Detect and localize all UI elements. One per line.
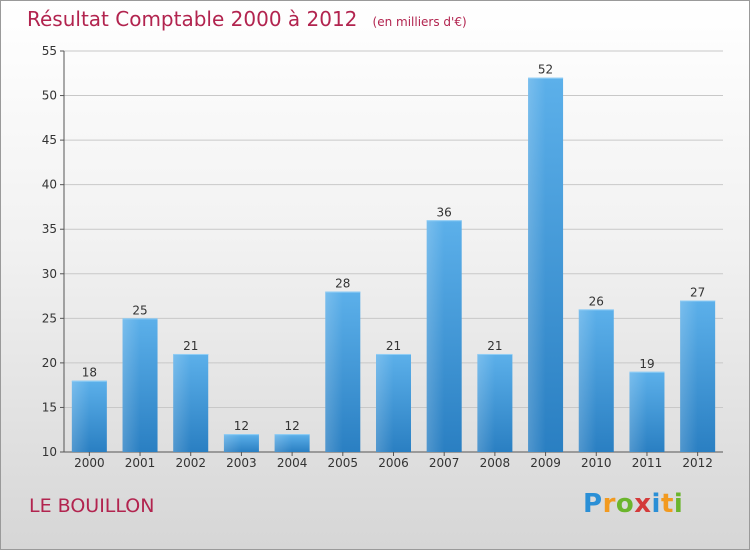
bar-highlight (274, 434, 293, 452)
proxiti-logo[interactable]: Proxiti (583, 489, 683, 519)
x-tick-label: 2008 (480, 456, 511, 470)
data-label: 25 (132, 303, 147, 317)
logo-letter: P (583, 489, 603, 519)
logo-letter: i (673, 489, 684, 519)
y-tick-label: 55 (42, 44, 57, 58)
bar-highlight (71, 380, 90, 452)
bar-highlight (680, 300, 698, 452)
data-label: 36 (437, 205, 452, 219)
chart-subtitle: (en milliers d'€) (372, 15, 467, 29)
x-tick-label: 2007 (429, 456, 460, 470)
y-tick-label: 30 (42, 267, 57, 281)
bar-highlight (629, 371, 647, 452)
bar-highlight (528, 77, 546, 452)
x-tick-label: 2009 (530, 456, 561, 470)
x-tick-label: 2010 (581, 456, 612, 470)
bar-highlight (426, 220, 445, 452)
x-tick-labels: 2000 2001 2002 2003 2004 2005 2006 2007 2008 2009… (74, 456, 713, 470)
bar-highlight (173, 353, 191, 452)
logo-letter: i (651, 489, 661, 519)
x-tick-label: 2003 (226, 456, 257, 470)
bar-highlight (578, 309, 597, 452)
x-tick-label: 2000 (74, 456, 105, 470)
data-label: 18 (82, 366, 97, 380)
x-tick-label: 2001 (125, 456, 156, 470)
chart-title: Résultat Comptable 2000 à 2012 (27, 7, 358, 31)
y-tick-label: 20 (42, 356, 57, 370)
x-tick-label: 2011 (632, 456, 663, 470)
bar-highlight (122, 318, 141, 452)
bar-highlight (376, 353, 394, 452)
data-label: 27 (690, 286, 705, 300)
y-tick-label: 45 (42, 133, 57, 147)
data-label: 21 (183, 339, 198, 353)
data-labels: 18 25 21 12 12 28 21 36 21 52 26 19 27 (82, 63, 706, 433)
y-tick-label: 40 (42, 178, 57, 192)
data-label: 12 (234, 419, 249, 433)
data-label: 52 (538, 63, 553, 77)
data-label: 21 (386, 339, 401, 353)
x-tick-label: 2006 (378, 456, 409, 470)
data-label: 19 (639, 357, 654, 371)
bars (71, 77, 716, 452)
data-label: 12 (284, 419, 299, 433)
y-tick-label: 15 (42, 400, 57, 414)
x-tick-label: 2004 (277, 456, 308, 470)
logo-letter: x (634, 489, 652, 519)
y-tick-label: 35 (42, 222, 57, 236)
data-label: 28 (335, 277, 350, 291)
x-tick-label: 2002 (175, 456, 206, 470)
bar-highlight (477, 353, 495, 452)
commune-name: LE BOUILLON (29, 495, 155, 517)
bar-highlight (325, 291, 343, 452)
title-row: Résultat Comptable 2000 à 2012 (en milli… (27, 7, 467, 31)
y-tick-label: 50 (42, 89, 57, 103)
x-tick-label: 2005 (328, 456, 359, 470)
y-tick-label: 25 (42, 311, 57, 325)
y-tick-label: 10 (42, 445, 57, 459)
y-tick-labels: 10 15 20 25 30 35 40 45 50 55 (42, 44, 57, 459)
bar-highlight (223, 434, 242, 452)
x-tick-label: 2012 (682, 456, 713, 470)
logo-letter: r (602, 489, 616, 519)
logo-letter: t (660, 489, 674, 519)
data-label: 26 (589, 294, 604, 308)
data-label: 21 (487, 339, 502, 353)
logo-letter: o (615, 489, 635, 519)
